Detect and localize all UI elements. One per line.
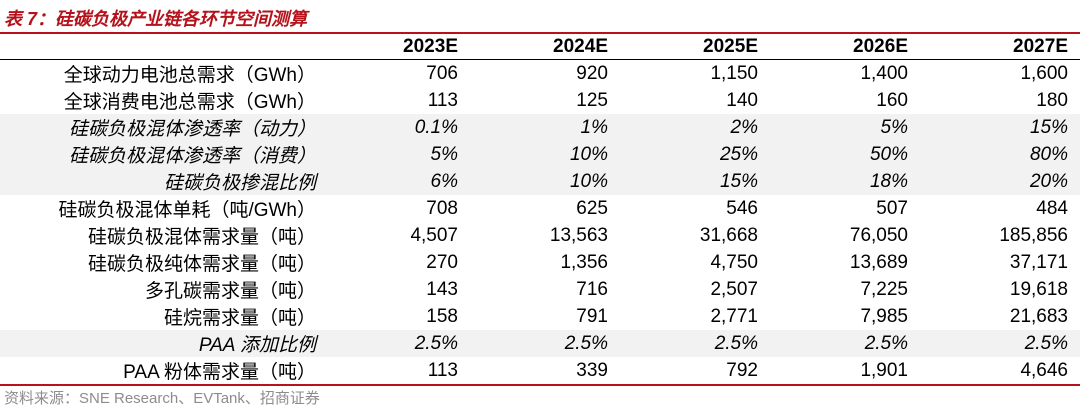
cell-2026e: 507 [876, 197, 908, 219]
cell-2027e: 21,683 [1009, 305, 1068, 327]
table-row: 全球消费电池总需求（GWh） 113 125 140 160 180 [0, 87, 1080, 114]
cell-2026e: 160 [876, 89, 908, 111]
cell-2024e: 10% [470, 168, 620, 195]
cell-2027e: 180 [1036, 89, 1068, 111]
row-label: 硅碳负极混体单耗（吨/GWh） [58, 200, 316, 221]
cell-2025e: 2,507 [710, 278, 758, 300]
cell-2027e: 37,171 [1009, 251, 1068, 273]
table-row: 硅烷需求量（吨） 158 791 2,771 7,985 21,683 [0, 303, 1080, 330]
table-row: PAA 添加比例 2.5% 2.5% 2.5% 2.5% 2.5% [0, 330, 1080, 357]
cell-2023e: 708 [426, 197, 458, 219]
cell-2024e: 13,563 [549, 224, 608, 246]
cell-2026e: 5% [770, 114, 920, 141]
row-label: 硅碳负极混体渗透率（消费） [0, 141, 330, 168]
cell-2026e: 76,050 [849, 224, 908, 246]
cell-2024e: 10% [470, 141, 620, 168]
cell-2023e: 270 [426, 251, 458, 273]
estimate-table: 2023E 2024E 2025E 2026E 2027E 全球动力电池总需求（… [0, 34, 1080, 386]
cell-2024e: 625 [576, 197, 608, 219]
cell-2023e: 113 [427, 89, 458, 111]
cell-2024e: 339 [470, 357, 620, 386]
cell-2025e: 4,750 [710, 251, 758, 273]
cell-2026e: 50% [770, 141, 920, 168]
cell-2025e: 140 [726, 89, 758, 111]
cell-2023e: 143 [426, 278, 458, 300]
cell-2023e: 0.1% [330, 114, 470, 141]
table-row: 硅碳负极纯体需求量（吨） 270 1,356 4,750 13,689 37,171 [0, 249, 1080, 276]
row-label: 全球动力电池总需求（GWh） [63, 65, 316, 86]
cell-2026e: 13,689 [849, 251, 908, 273]
cell-2025e: 2.5% [620, 330, 770, 357]
table-row: 多孔碳需求量（吨） 143 716 2,507 7,225 19,618 [0, 276, 1080, 303]
cell-2025e: 546 [726, 197, 758, 219]
row-label: 硅碳负极纯体需求量（吨） [87, 254, 316, 275]
cell-2026e: 7,225 [860, 278, 908, 300]
source-note: 资料来源：SNE Research、EVTank、招商证券 [4, 390, 320, 407]
cell-2023e: 4,507 [410, 224, 458, 246]
cell-2023e: 2.5% [330, 330, 470, 357]
row-label: PAA 添加比例 [0, 330, 330, 357]
header-2026e: 2026E [770, 34, 920, 60]
cell-2025e: 25% [620, 141, 770, 168]
cell-2024e: 125 [576, 89, 608, 111]
header-2024e: 2024E [470, 34, 620, 60]
cell-2024e: 2.5% [470, 330, 620, 357]
cell-2023e: 706 [426, 62, 458, 84]
cell-2024e: 716 [576, 278, 608, 300]
cell-2025e: 15% [620, 168, 770, 195]
cell-2024e: 920 [576, 62, 608, 84]
cell-2025e: 1,150 [710, 62, 758, 84]
table-row: PAA 粉体需求量（吨） 113 339 792 1,901 4,646 [0, 357, 1080, 386]
cell-2027e: 2.5% [920, 330, 1080, 357]
cell-2023e: 158 [426, 305, 458, 327]
table-row: 硅碳负极混体渗透率（动力） 0.1% 1% 2% 5% 15% [0, 114, 1080, 141]
row-label: 多孔碳需求量（吨） [144, 281, 316, 302]
header-row: 2023E 2024E 2025E 2026E 2027E [0, 34, 1080, 60]
cell-2027e: 80% [920, 141, 1080, 168]
cell-2026e: 18% [770, 168, 920, 195]
cell-2026e: 1,901 [770, 357, 920, 386]
header-2025e: 2025E [620, 34, 770, 60]
cell-2026e: 7,985 [860, 305, 908, 327]
cell-2023e: 6% [330, 168, 470, 195]
cell-2027e: 15% [920, 114, 1080, 141]
table-title: 表 7：硅碳负极产业链各环节空间测算 [4, 9, 308, 29]
cell-2025e: 2,771 [710, 305, 758, 327]
header-2023e: 2023E [330, 34, 470, 60]
row-label: 硅烷需求量（吨） [163, 308, 316, 329]
row-label: 硅碳负极掺混比例 [0, 168, 330, 195]
header-label [0, 34, 330, 60]
table-row: 硅碳负极混体渗透率（消费） 5% 10% 25% 50% 80% [0, 141, 1080, 168]
cell-2025e: 792 [620, 357, 770, 386]
cell-2024e: 1% [470, 114, 620, 141]
cell-2027e: 19,618 [1009, 278, 1068, 300]
cell-2025e: 31,668 [699, 224, 758, 246]
cell-2027e: 4,646 [920, 357, 1080, 386]
title-bar: 表 7：硅碳负极产业链各环节空间测算 [0, 0, 1080, 34]
cell-2023e: 5% [330, 141, 470, 168]
header-2027e: 2027E [920, 34, 1080, 60]
row-label: 硅碳负极混体需求量（吨） [87, 227, 316, 248]
table-row: 硅碳负极混体单耗（吨/GWh） 708 625 546 507 484 [0, 195, 1080, 222]
cell-2027e: 484 [1036, 197, 1068, 219]
cell-2027e: 20% [920, 168, 1080, 195]
cell-2024e: 791 [576, 305, 608, 327]
cell-2027e: 1,600 [1020, 62, 1068, 84]
cell-2027e: 185,856 [999, 224, 1068, 246]
cell-2025e: 2% [620, 114, 770, 141]
row-label: 硅碳负极混体渗透率（动力） [0, 114, 330, 141]
table-row: 全球动力电池总需求（GWh） 706 920 1,150 1,400 1,600 [0, 60, 1080, 88]
table-row: 硅碳负极掺混比例 6% 10% 15% 18% 20% [0, 168, 1080, 195]
table-body: 全球动力电池总需求（GWh） 706 920 1,150 1,400 1,600 全球消费电… [0, 60, 1080, 386]
cell-2026e: 1,400 [860, 62, 908, 84]
row-label: 全球消费电池总需求（GWh） [63, 92, 316, 113]
cell-2023e: 113 [330, 357, 470, 386]
row-label: PAA 粉体需求量（吨） [0, 357, 330, 386]
cell-2026e: 2.5% [770, 330, 920, 357]
cell-2024e: 1,356 [560, 251, 608, 273]
table-row: 硅碳负极混体需求量（吨） 4,507 13,563 31,668 76,050 185,8… [0, 222, 1080, 249]
